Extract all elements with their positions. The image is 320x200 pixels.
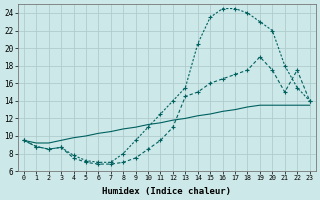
X-axis label: Humidex (Indice chaleur): Humidex (Indice chaleur) — [102, 187, 231, 196]
